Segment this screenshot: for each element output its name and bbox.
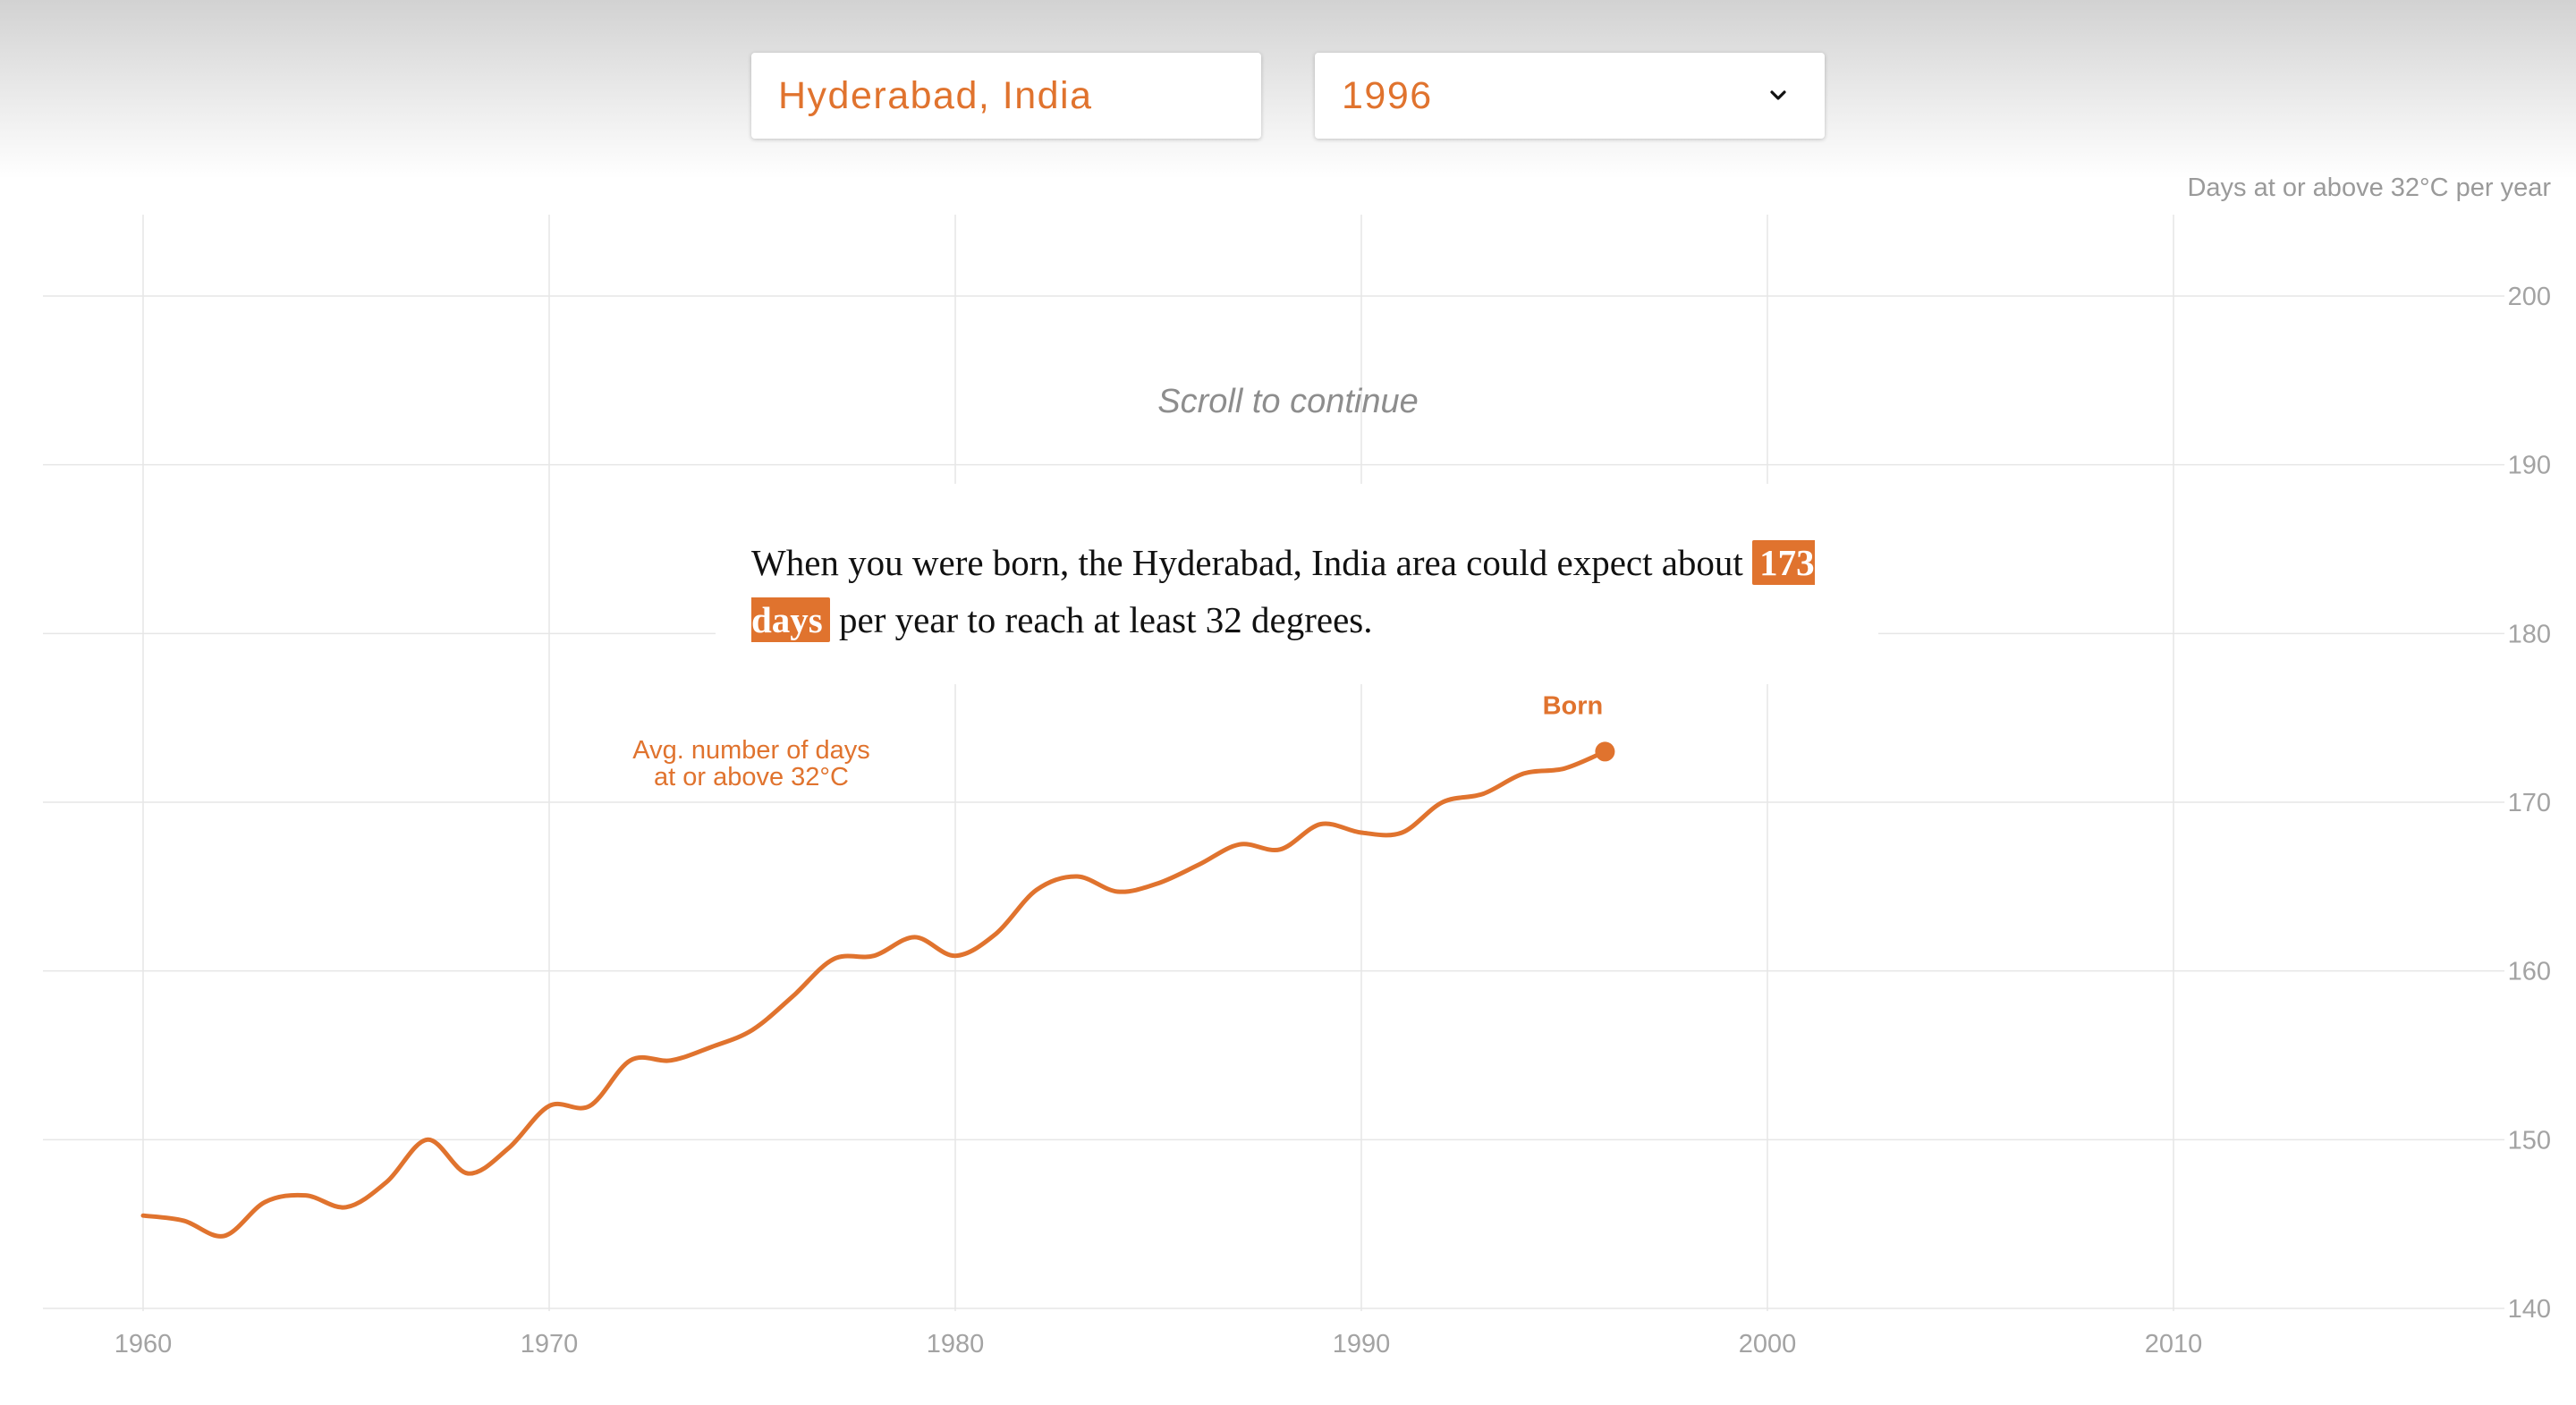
grid-lines <box>43 215 2504 1311</box>
x-tick-label: 2010 <box>2145 1330 2203 1358</box>
born-marker <box>1595 741 1615 762</box>
annotation-born-label: Born <box>1543 691 1604 720</box>
y-tick-label: 190 <box>2508 452 2551 480</box>
series <box>140 749 1607 1239</box>
y-axis-title: Days at or above 32°C per year <box>2187 174 2551 202</box>
y-tick-label: 180 <box>2508 620 2551 648</box>
x-tick-label: 1990 <box>1333 1330 1391 1358</box>
narrative-before-city: When you were born, the <box>751 542 1132 583</box>
y-tick-label: 170 <box>2508 789 2551 817</box>
tick-labels: 140 150 160 170 180 190 200 1960 1970 1980 1990 200… <box>114 283 2551 1358</box>
series-line <box>140 749 1607 1239</box>
header-backdrop <box>0 0 2576 179</box>
narrative-box: When you were born, the Hyderabad, India… <box>716 484 1878 684</box>
year-value: 1996 <box>1342 73 1433 117</box>
narrative-city: Hyderabad, India <box>1131 542 1387 583</box>
y-tick-label: 150 <box>2508 1126 2551 1155</box>
y-tick-label: 160 <box>2508 958 2551 986</box>
x-tick-label: 1960 <box>114 1330 173 1358</box>
series-inline-label: at or above 32°C <box>654 763 849 791</box>
y-tick-label: 200 <box>2508 283 2551 311</box>
location-input[interactable]: Hyderabad, India <box>751 53 1261 139</box>
narrative-text: When you were born, the Hyderabad, India… <box>751 534 1860 648</box>
narrative-after-highlight: per year to reach at least 32 degrees. <box>829 599 1373 640</box>
location-value: Hyderabad, India <box>778 73 1093 117</box>
x-tick-label: 1980 <box>927 1330 985 1358</box>
y-tick-label: 140 <box>2508 1295 2551 1324</box>
year-select[interactable]: 1996 <box>1315 53 1825 139</box>
chevron-down-icon[interactable] <box>1764 81 1792 110</box>
x-tick-label: 1970 <box>521 1330 579 1358</box>
series-inline-label: Avg. number of days <box>632 736 869 765</box>
narrative-after-city: area could expect about <box>1386 542 1753 583</box>
x-tick-label: 2000 <box>1739 1330 1797 1358</box>
scroll-hint: Scroll to continue <box>1157 383 1419 420</box>
